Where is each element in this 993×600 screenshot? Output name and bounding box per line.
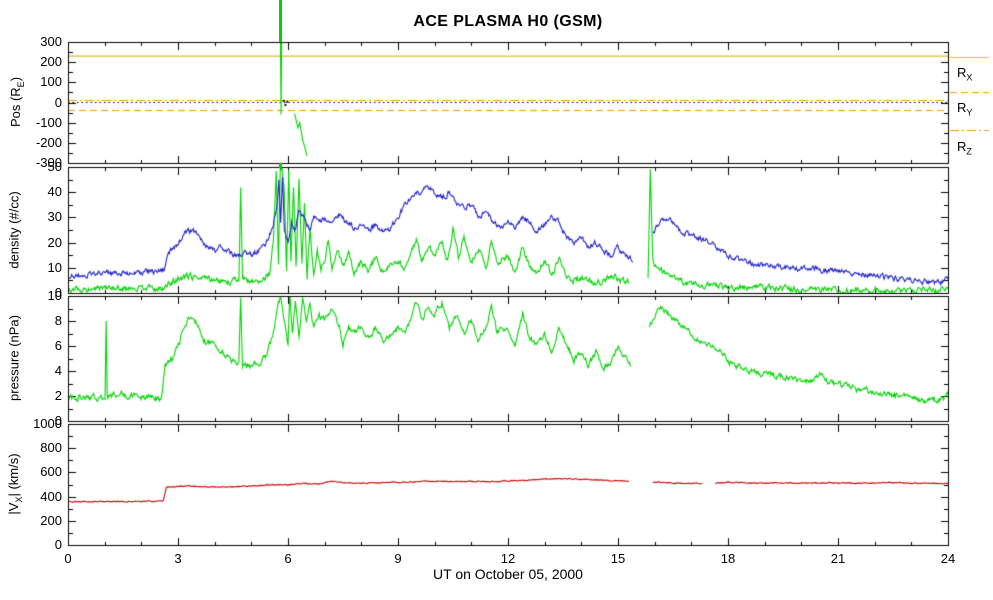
y-tick-label: 0 <box>54 285 62 300</box>
y-tick-label: 0 <box>54 94 62 110</box>
y-tick-label: 6 <box>54 338 62 353</box>
x-tick-label: 6 <box>284 551 292 566</box>
y-tick-label: 0 <box>54 413 62 428</box>
x-tick-label: 18 <box>720 551 736 566</box>
y-tick-label: 0 <box>54 537 62 552</box>
legend-label-ry: RY <box>957 100 973 118</box>
y-axis-label-density: density (#/cc) <box>6 191 22 269</box>
x-tick-label: 21 <box>830 551 846 566</box>
y-tick-label: 1000 <box>33 416 62 431</box>
x-tick-label: 15 <box>610 551 626 566</box>
y-tick-label: 200 <box>40 512 62 528</box>
y-tick-label: 8 <box>54 313 62 328</box>
x-tick-label: 12 <box>500 551 516 566</box>
y-tick-label: 10 <box>47 259 62 275</box>
y-tick-label: -200 <box>35 134 62 150</box>
x-axis-label: UT on October 05, 2000 <box>433 566 583 582</box>
y-tick-label: 600 <box>40 464 62 480</box>
y-tick-label: 40 <box>47 184 62 200</box>
x-tick-label: 0 <box>64 551 72 566</box>
y-tick-label: 400 <box>40 488 62 504</box>
offscale-spike-line <box>279 0 282 42</box>
y-tick-label: 100 <box>40 74 62 90</box>
y-axis-label-velocity: |VX| (km/s) <box>6 453 24 515</box>
legend-label-rx: RX <box>957 65 973 83</box>
legend-label-rz: RZ <box>957 139 972 157</box>
y-tick-label: 300 <box>40 34 62 49</box>
y-tick-label: 50 <box>47 159 62 174</box>
y-tick-label: 10 <box>47 288 62 303</box>
y-tick-label: -100 <box>35 114 62 130</box>
y-tick-label: 4 <box>54 363 62 378</box>
chart-title: ACE PLASMA H0 (GSM) <box>413 13 603 30</box>
y-tick-label: -300 <box>35 155 62 170</box>
x-tick-label: 3 <box>174 551 182 566</box>
y-tick-label: 20 <box>47 234 62 250</box>
offscale-spike-line <box>279 163 282 168</box>
y-tick-label: 200 <box>40 54 62 70</box>
x-tick-label: 9 <box>394 551 402 566</box>
y-tick-label: 30 <box>47 209 62 225</box>
y-tick-label: 2 <box>54 388 62 403</box>
x-tick-label: 24 <box>940 551 956 566</box>
y-tick-label: 800 <box>40 440 62 456</box>
